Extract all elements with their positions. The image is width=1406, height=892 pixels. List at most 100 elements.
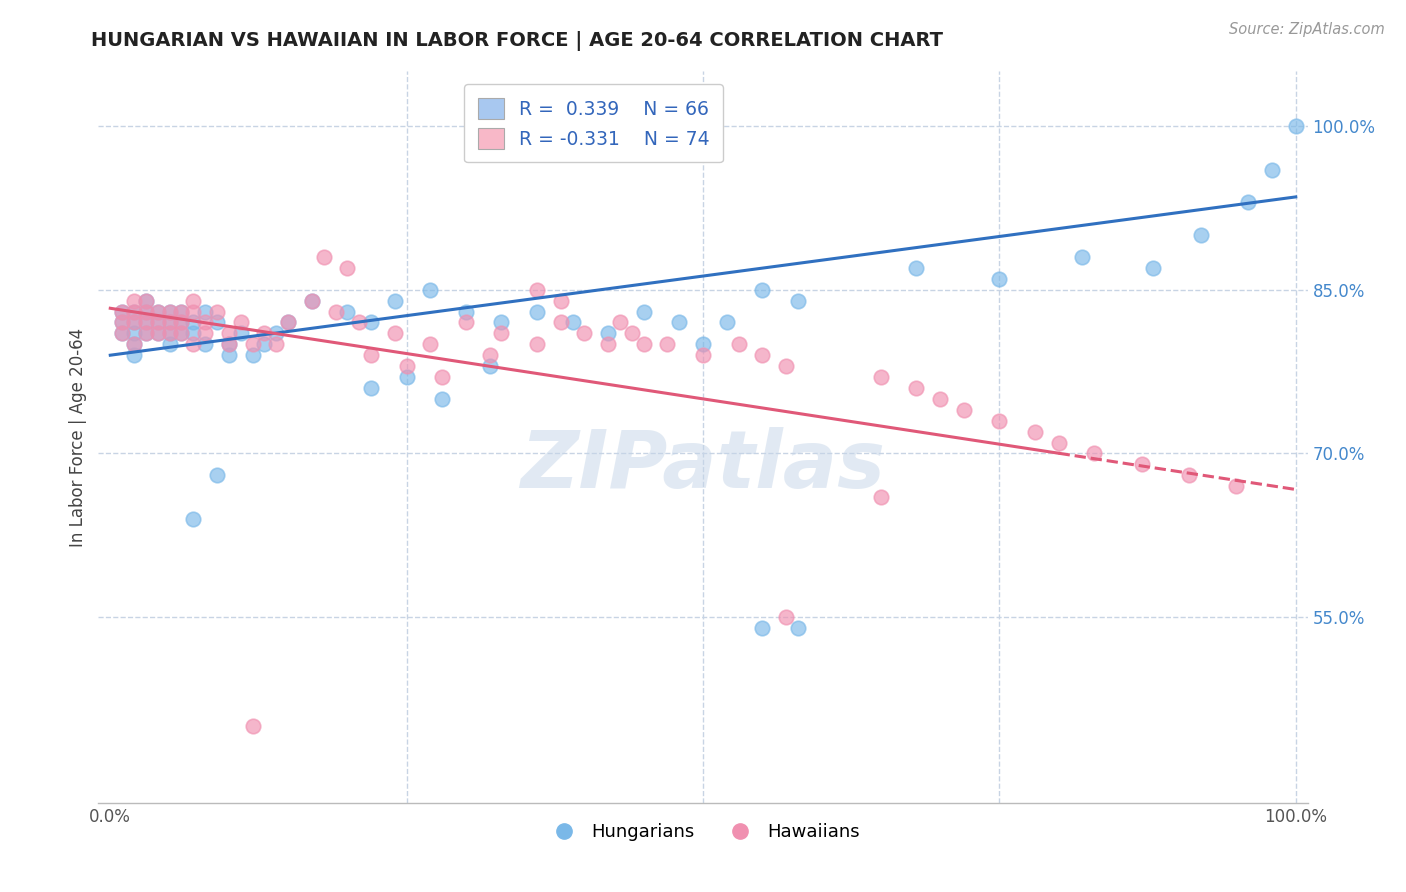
Point [633, 304, 655, 318]
Point [491, 326, 513, 341]
Point [146, 304, 169, 318]
Point [146, 315, 169, 329]
Point [384, 293, 406, 308]
Point [181, 326, 204, 341]
Point [1178, 468, 1201, 483]
Point [229, 315, 252, 329]
Point [135, 304, 157, 318]
Point [550, 293, 572, 308]
Point [574, 326, 596, 341]
Point [218, 348, 240, 362]
Point [122, 304, 145, 318]
Point [218, 337, 240, 351]
Point [181, 337, 204, 351]
Point [122, 326, 145, 341]
Point [988, 272, 1011, 286]
Point [301, 293, 323, 308]
Point [1024, 425, 1046, 439]
Point [111, 304, 134, 318]
Point [869, 490, 891, 504]
Point [668, 315, 690, 329]
Point [432, 392, 454, 406]
Point [264, 326, 287, 341]
Point [205, 315, 228, 329]
Point [609, 315, 631, 329]
Point [218, 337, 240, 351]
Point [159, 315, 181, 329]
Point [360, 348, 382, 362]
Point [598, 337, 620, 351]
Point [122, 348, 145, 362]
Point [905, 260, 928, 275]
Point [135, 293, 157, 308]
Legend: Hungarians, Hawaiians: Hungarians, Hawaiians [538, 816, 868, 848]
Point [905, 381, 928, 395]
Point [181, 512, 204, 526]
Point [253, 326, 276, 341]
Point [692, 348, 714, 362]
Point [419, 283, 441, 297]
Point [384, 326, 406, 341]
Point [620, 326, 643, 341]
Point [419, 337, 441, 351]
Point [242, 348, 264, 362]
Point [170, 304, 193, 318]
Point [159, 304, 181, 318]
Point [869, 370, 891, 384]
Point [1130, 458, 1153, 472]
Point [775, 359, 797, 373]
Point [170, 304, 193, 318]
Point [312, 250, 335, 264]
Point [242, 337, 264, 351]
Point [135, 315, 157, 329]
Point [491, 315, 513, 329]
Point [526, 304, 548, 318]
Point [336, 260, 359, 275]
Text: HUNGARIAN VS HAWAIIAN IN LABOR FORCE | AGE 20-64 CORRELATION CHART: HUNGARIAN VS HAWAIIAN IN LABOR FORCE | A… [91, 31, 943, 51]
Point [122, 315, 145, 329]
Point [325, 304, 347, 318]
Point [218, 326, 240, 341]
Point [229, 326, 252, 341]
Point [360, 315, 382, 329]
Point [135, 304, 157, 318]
Point [598, 326, 620, 341]
Point [1083, 446, 1105, 460]
Point [478, 348, 501, 362]
Point [181, 293, 204, 308]
Point [181, 315, 204, 329]
Point [988, 414, 1011, 428]
Point [194, 326, 217, 341]
Point [205, 468, 228, 483]
Text: Source: ZipAtlas.com: Source: ZipAtlas.com [1229, 22, 1385, 37]
Point [347, 315, 370, 329]
Y-axis label: In Labor Force | Age 20-64: In Labor Force | Age 20-64 [69, 327, 87, 547]
Point [205, 304, 228, 318]
Point [432, 370, 454, 384]
Point [159, 304, 181, 318]
Point [786, 293, 808, 308]
Point [146, 304, 169, 318]
Point [1142, 260, 1164, 275]
Point [478, 359, 501, 373]
Text: ZIPatlas: ZIPatlas [520, 427, 886, 506]
Point [561, 315, 583, 329]
Point [550, 315, 572, 329]
Point [159, 315, 181, 329]
Point [159, 337, 181, 351]
Point [336, 304, 359, 318]
Point [170, 315, 193, 329]
Point [135, 315, 157, 329]
Point [277, 315, 299, 329]
Point [242, 719, 264, 733]
Point [146, 315, 169, 329]
Point [454, 315, 477, 329]
Point [159, 326, 181, 341]
Point [360, 381, 382, 395]
Point [122, 293, 145, 308]
Point [751, 621, 773, 635]
Point [170, 326, 193, 341]
Point [1285, 119, 1308, 133]
Point [111, 326, 134, 341]
Point [170, 315, 193, 329]
